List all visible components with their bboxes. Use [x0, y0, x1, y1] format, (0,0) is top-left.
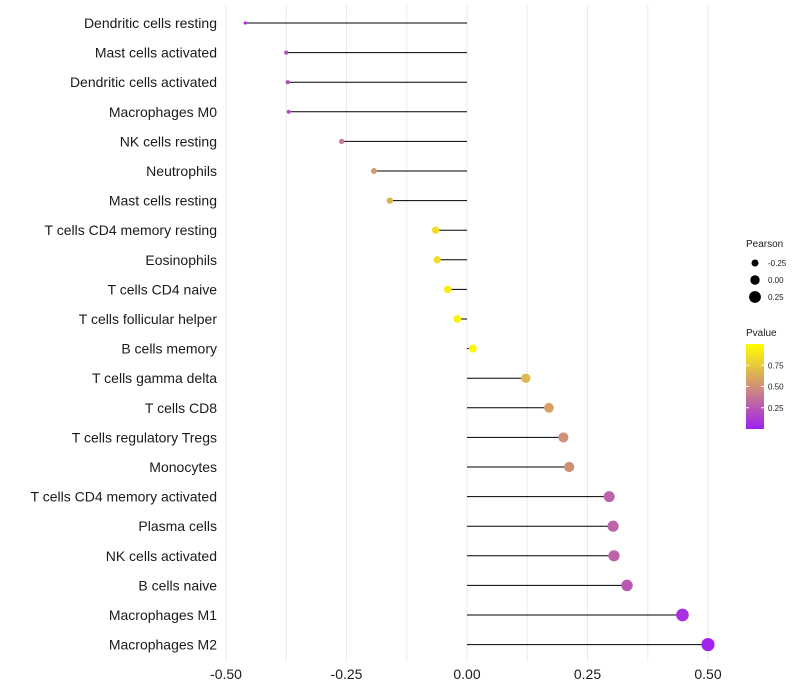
- y-category-label: Plasma cells: [138, 518, 217, 534]
- y-category-label: Mast cells resting: [109, 193, 217, 209]
- lollipop-point: [453, 315, 462, 323]
- lollipop-point: [701, 638, 715, 652]
- y-category-label: Macrophages M2: [109, 637, 217, 653]
- lollipop-point: [607, 520, 619, 532]
- lollipop-point: [433, 256, 441, 264]
- lollipop-point: [284, 50, 289, 55]
- lollipop-point: [521, 373, 531, 383]
- pvalue-colorbar: [746, 344, 764, 429]
- x-tick-label: -0.50: [210, 666, 242, 682]
- y-category-label: Macrophages M1: [109, 607, 217, 623]
- pearson-legend-key: [750, 275, 760, 285]
- lollipop-point: [468, 344, 477, 353]
- lollipop-point: [370, 168, 377, 174]
- y-category-label: B cells naive: [138, 577, 217, 593]
- y-category-label: Macrophages M0: [109, 104, 217, 120]
- x-tick-label: 0.00: [453, 666, 480, 682]
- lollipop-point: [564, 461, 575, 473]
- lollipop-point: [621, 579, 633, 592]
- y-category-label: Monocytes: [149, 459, 217, 475]
- y-category-label: Eosinophils: [145, 252, 217, 268]
- y-category-label: Mast cells activated: [95, 45, 217, 61]
- y-category-label: T cells CD4 memory resting: [45, 222, 217, 238]
- y-category-label: Neutrophils: [146, 163, 217, 179]
- lollipop-point: [558, 432, 569, 443]
- pearson-size-legend: Pearson -0.25 0.00 0.25: [746, 239, 787, 303]
- lollipop-point: [608, 550, 620, 562]
- y-category-label: NK cells resting: [120, 133, 217, 149]
- lollipop-point: [443, 285, 452, 294]
- pearson-legend-title: Pearson: [746, 239, 783, 250]
- x-gridlines: [225, 5, 709, 662]
- lollipop-point: [285, 80, 290, 85]
- pearson-legend-label: 0.00: [768, 276, 784, 285]
- y-category-label: Dendritic cells activated: [70, 74, 217, 90]
- pvalue-legend-label: 0.50: [768, 383, 784, 392]
- lollipop-point: [676, 608, 689, 622]
- lollipop-point: [339, 138, 345, 145]
- y-category-label: Dendritic cells resting: [84, 15, 217, 31]
- lollipop-stems: [245, 22, 708, 646]
- pearson-legend-key: [751, 259, 759, 267]
- pearson-legend-key: [749, 291, 761, 303]
- lollipop-point: [286, 109, 291, 114]
- y-category-label: B cells memory: [121, 341, 217, 357]
- lollipop-point: [544, 402, 554, 413]
- x-axis-tick-labels: -0.50 -0.25 0.00 0.25 0.50: [210, 666, 722, 682]
- x-tick-label: 0.50: [694, 666, 721, 682]
- y-category-label: T cells CD4 naive: [108, 281, 218, 297]
- lollipop-point: [243, 21, 247, 25]
- y-category-label: T cells CD8: [145, 400, 217, 416]
- pvalue-legend-label: 0.25: [768, 404, 784, 413]
- y-category-label: T cells regulatory Tregs: [72, 429, 217, 445]
- lollipop-point: [432, 226, 440, 234]
- pvalue-color-legend: Pvalue 0.25 0.50 0.75: [746, 328, 784, 429]
- y-category-label: T cells follicular helper: [79, 311, 218, 327]
- lollipop-points: [243, 21, 715, 652]
- y-category-label: T cells gamma delta: [92, 370, 217, 386]
- pearson-legend-label: 0.25: [768, 293, 784, 302]
- y-category-label: NK cells activated: [106, 548, 217, 564]
- y-category-label: T cells CD4 memory activated: [31, 489, 217, 505]
- pvalue-legend-title: Pvalue: [746, 328, 777, 339]
- y-axis-category-labels: Dendritic cells resting Mast cells activa…: [31, 15, 218, 653]
- pvalue-legend-label: 0.75: [768, 361, 784, 370]
- lollipop-point: [603, 491, 615, 503]
- lollipop-point: [386, 197, 394, 204]
- x-tick-label: 0.25: [574, 666, 601, 682]
- pearson-legend-label: -0.25: [768, 259, 787, 268]
- x-tick-label: -0.25: [331, 666, 363, 682]
